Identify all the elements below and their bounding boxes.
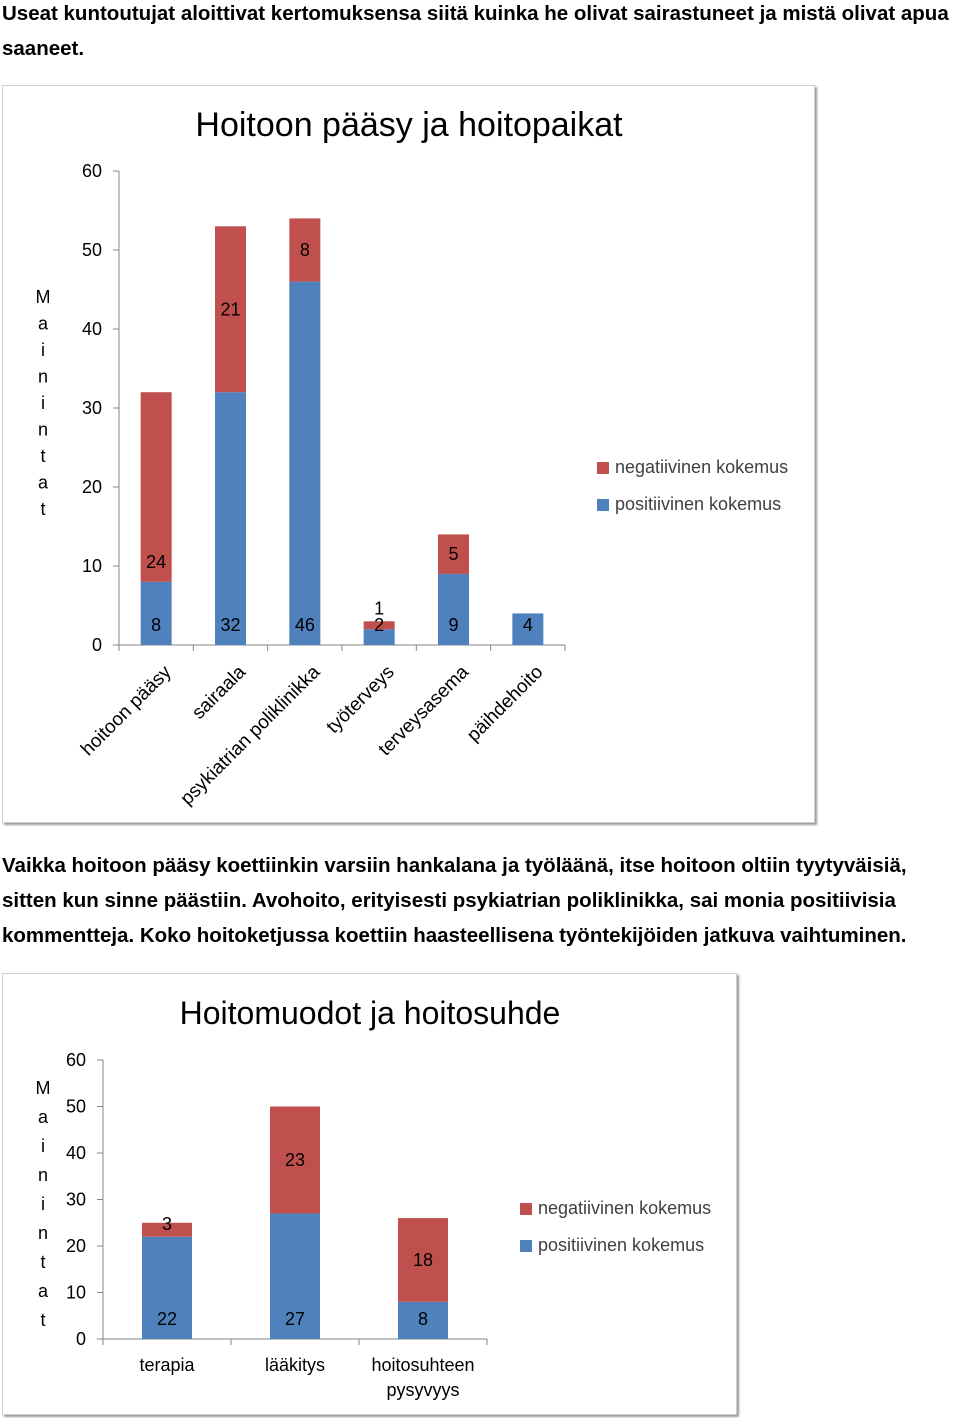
chart-title: Hoitomuodot ja hoitosuhde	[180, 995, 561, 1031]
data-label-negative: 1	[374, 598, 384, 618]
bar-negative-hoitosuhteen-pysyvyys	[398, 1218, 448, 1302]
data-label-negative: 3	[162, 1214, 172, 1234]
bar-negative-työterveys	[363, 621, 395, 630]
y-tick-label: 0	[92, 635, 102, 655]
legend-label-positiivinen-kokemus: positiivinen kokemus	[615, 494, 781, 514]
data-label-positive: 27	[285, 1309, 305, 1329]
y-axis-label-letter: a	[38, 1281, 49, 1301]
y-tick-label: 20	[66, 1236, 86, 1256]
y-tick-label: 40	[82, 319, 102, 339]
bar-positive-päihdehoito	[512, 613, 544, 645]
bar-positive-psykiatrian-poliklinikka	[289, 281, 321, 645]
bar-negative-psykiatrian-poliklinikka	[289, 218, 321, 282]
y-axis-label-letter: a	[38, 1107, 49, 1127]
y-axis-label-letter: t	[40, 1310, 45, 1330]
bar-positive-terveysasema	[438, 573, 469, 645]
y-axis-label-letter: i	[41, 393, 45, 413]
x-tick-label: sairaala	[188, 661, 250, 723]
x-tick-label-line2: pysyvyys	[386, 1380, 459, 1400]
y-tick-label: 30	[82, 398, 102, 418]
y-axis-label-letter: a	[38, 314, 49, 334]
y-axis-label-letter: t	[40, 499, 45, 519]
y-tick-label: 60	[66, 1050, 86, 1070]
bar-positive-hoitoon-pääsy	[140, 581, 172, 645]
x-tick-label: työterveys	[323, 662, 399, 738]
x-tick-label: päihdehoito	[463, 662, 547, 746]
y-axis-label-letter: M	[36, 1078, 51, 1098]
bar-positive-lääkitys	[270, 1213, 320, 1339]
data-label-negative: 21	[220, 299, 240, 319]
bar-positive-työterveys	[363, 629, 395, 645]
y-axis-label-letter: n	[38, 420, 48, 440]
middle-paragraph: Vaikka hoitoon pääsy koettiinkin varsiin…	[2, 854, 907, 947]
y-tick-label: 10	[82, 556, 102, 576]
y-tick-label: 30	[66, 1190, 86, 1210]
legend-swatch-positiivinen-kokemus	[520, 1240, 532, 1252]
y-axis-label-letter: i	[41, 340, 45, 360]
legend-swatch-negatiivinen-kokemus	[520, 1203, 532, 1215]
y-axis-label-letter: a	[38, 473, 49, 493]
y-axis-label-letter: t	[40, 1252, 45, 1272]
y-tick-label: 10	[66, 1283, 86, 1303]
y-tick-label: 60	[82, 161, 102, 181]
legend-swatch-positiivinen-kokemus	[597, 499, 609, 511]
data-label-positive: 8	[418, 1309, 428, 1329]
y-axis-label-letter: n	[38, 367, 48, 387]
y-tick-label: 40	[66, 1143, 86, 1163]
bar-positive-hoitosuhteen-pysyvyys	[398, 1301, 448, 1339]
data-label-positive: 32	[220, 615, 240, 635]
x-tick-label: lääkitys	[265, 1355, 325, 1375]
y-tick-label: 50	[66, 1097, 86, 1117]
data-label-positive: 8	[151, 615, 161, 635]
y-tick-label: 0	[76, 1329, 86, 1349]
y-axis-label-letter: n	[38, 1165, 48, 1185]
data-label-negative: 5	[448, 544, 458, 564]
data-label-positive: 9	[448, 615, 458, 635]
chart-hoitopaikat: Hoitoon pääsy ja hoitopaikat 0 10 20 30 40 50 6…	[2, 85, 815, 823]
y-axis-label-letter: i	[41, 1136, 45, 1156]
data-label-positive: 2	[374, 615, 384, 635]
bar-negative-terveysasema	[438, 534, 469, 574]
legend-swatch-negatiivinen-kokemus	[597, 462, 609, 474]
y-tick-label: 50	[82, 240, 102, 260]
legend-label-negatiivinen-kokemus: negatiivinen kokemus	[538, 1198, 711, 1218]
data-label-positive: 46	[295, 615, 315, 635]
bar-negative-lääkitys	[270, 1106, 320, 1214]
data-label-negative: 8	[300, 240, 310, 260]
data-label-negative: 24	[146, 552, 166, 572]
chart-hoitomuodot-svg: Hoitomuodot ja hoitosuhde 0 10 20 30 40 50 60 Ma…	[36, 995, 712, 1400]
x-tick-label: terapia	[139, 1355, 195, 1375]
intro-paragraph: Useat kuntoutujat aloittivat kertomuksen…	[2, 2, 949, 60]
bar-positive-sairaala	[215, 392, 246, 645]
y-axis-label-letter: M	[36, 287, 51, 307]
bar-positive-terapia	[142, 1236, 192, 1339]
y-tick-label: 20	[82, 477, 102, 497]
bar-negative-terapia	[142, 1222, 192, 1237]
legend-label-positiivinen-kokemus: positiivinen kokemus	[538, 1235, 704, 1255]
x-tick-label: hoitoon pääsy	[77, 661, 176, 760]
bar-negative-sairaala	[215, 226, 246, 393]
chart-hoitopaikat-svg: Hoitoon pääsy ja hoitopaikat 0 10 20 30 40 50 6…	[36, 106, 789, 809]
x-tick-label: psykiatrian poliklinikka	[177, 661, 325, 809]
x-tick-label: hoitosuhteen	[371, 1355, 474, 1375]
data-label-positive: 4	[523, 615, 533, 635]
legend-label-negatiivinen-kokemus: negatiivinen kokemus	[615, 457, 788, 477]
data-label-negative: 18	[413, 1250, 433, 1270]
y-axis-label-letter: n	[38, 1223, 48, 1243]
y-axis-label-letter: t	[40, 446, 45, 466]
chart-title: Hoitoon pääsy ja hoitopaikat	[195, 106, 623, 144]
bar-negative-hoitoon-pääsy	[140, 392, 172, 582]
data-label-positive: 22	[157, 1309, 177, 1329]
data-label-negative: 23	[285, 1150, 305, 1170]
y-axis-label-letter: i	[41, 1194, 45, 1214]
